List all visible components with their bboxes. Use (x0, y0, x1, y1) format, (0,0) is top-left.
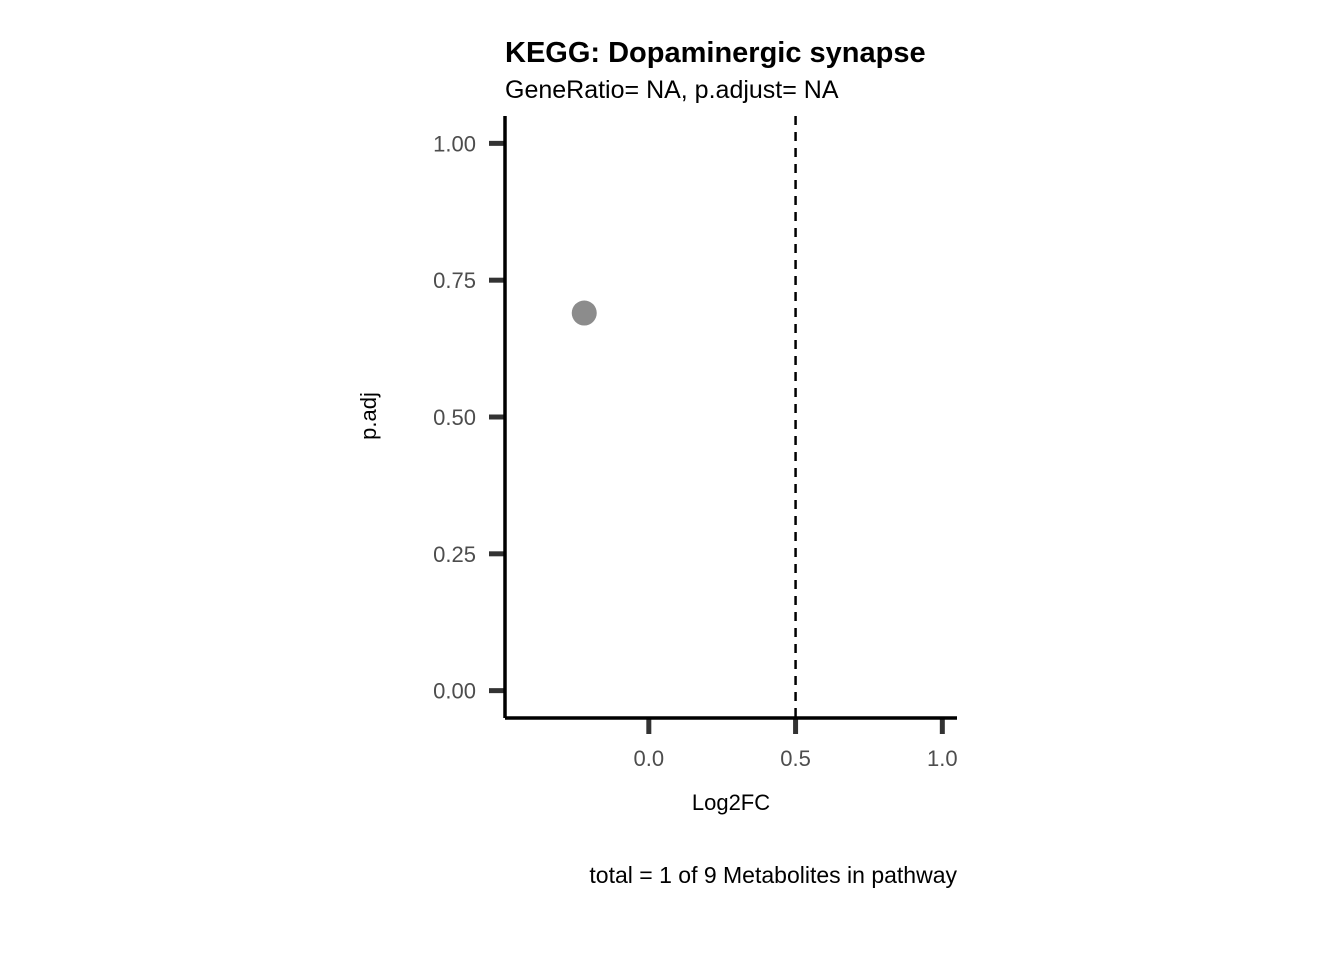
data-point (571, 300, 597, 326)
y-axis-ticks: 0.00 0.25 0.50 0.75 1.00 (433, 131, 505, 704)
data-points (571, 300, 597, 326)
chart-subtitle: GeneRatio= NA, p.adjust= NA (505, 76, 839, 104)
x-axis-label: Log2FC (692, 790, 770, 815)
x-tick-label: 0.5 (780, 746, 811, 771)
y-tick-label: 0.75 (433, 268, 476, 293)
x-tick-label: 0.0 (634, 746, 665, 771)
y-tick-label: 1.00 (433, 131, 476, 156)
y-tick-label: 0.50 (433, 405, 476, 430)
y-tick-label: 0.00 (433, 679, 476, 704)
x-tick-label: 1.0 (927, 746, 958, 771)
x-axis-ticks: 0.0 0.5 1.0 (634, 718, 958, 771)
chart-title: KEGG: Dopaminergic synapse (505, 37, 926, 69)
y-tick-label: 0.25 (433, 542, 476, 567)
chart-caption: total = 1 of 9 Metabolites in pathway (589, 862, 957, 888)
y-axis-label: p.adj (356, 392, 381, 440)
